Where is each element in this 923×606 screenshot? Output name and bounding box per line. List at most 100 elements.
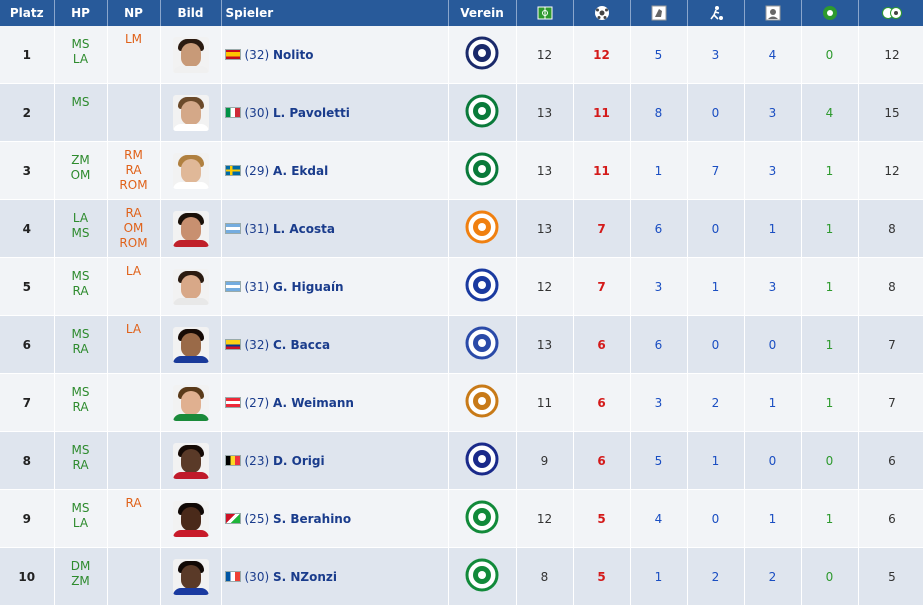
goals-cell: 6	[573, 373, 631, 432]
player-cell: (23) D. Origi	[221, 431, 449, 490]
goals-cell: 6	[573, 315, 631, 374]
goals-cell: 5	[573, 547, 631, 606]
player-name-link[interactable]: A. Weimann	[272, 395, 354, 410]
table-row[interactable]: 8 MS RA (23) D. Origi 9 6 5 1 0 0 6	[0, 431, 923, 490]
club-cell[interactable]	[448, 141, 517, 200]
np-cell	[107, 373, 161, 432]
left-foot-icon	[709, 6, 723, 20]
photo-cell	[160, 141, 222, 200]
header-left-foot[interactable]	[687, 0, 745, 26]
player-avatar[interactable]	[172, 326, 209, 363]
table-row[interactable]: 2 MS (30) L. Pavoletti 13 11 8 0 3 4 15	[0, 83, 923, 142]
header-penalty[interactable]	[801, 0, 859, 26]
player-avatar[interactable]	[172, 94, 209, 131]
player-name-link[interactable]: G. Higuaín	[272, 279, 344, 294]
np-cell: LM	[107, 26, 161, 84]
secondary-position: RA	[125, 206, 142, 220]
header-goals-cell: 0	[744, 431, 802, 490]
player-avatar[interactable]	[172, 384, 209, 421]
secondary-position: LM	[124, 32, 143, 46]
secondary-position: RA	[125, 163, 142, 177]
club-cell[interactable]	[448, 547, 517, 606]
player-avatar[interactable]	[172, 442, 209, 479]
player-name-link[interactable]: L. Acosta	[272, 221, 335, 236]
club-cell[interactable]	[448, 315, 517, 374]
player-name-link[interactable]: C. Bacca	[272, 337, 331, 352]
player-name-link[interactable]: D. Origi	[272, 453, 325, 468]
italy-flag-icon	[224, 106, 241, 118]
belgium-flag-icon	[224, 454, 241, 466]
player-cell: (29) A. Ekdal	[221, 141, 449, 200]
header-goals-cell: 2	[744, 547, 802, 606]
club-cell[interactable]	[448, 199, 517, 258]
right-foot-cell: 8	[630, 83, 688, 142]
photo-cell	[160, 199, 222, 258]
matches-cell: 12	[516, 26, 574, 84]
hp-cell: MS RA	[54, 315, 108, 374]
scorer-points-icon	[882, 7, 902, 19]
colombia-flag-icon	[224, 338, 241, 350]
player-age: (27)	[244, 395, 270, 410]
table-row[interactable]: 1 MS LA LM (32) Nolito 12 12 5 3 4 0 12	[0, 26, 923, 84]
club-cell[interactable]	[448, 83, 517, 142]
player-age: (31)	[244, 221, 270, 236]
table-row[interactable]: 7 MS RA (27) A. Weimann 11 6 3 2 1 1 7	[0, 373, 923, 432]
table-row[interactable]: 10 DM ZM (30) S. NZonzi 8 5 1 2 2 0 5	[0, 547, 923, 606]
header-goals[interactable]	[573, 0, 631, 26]
penalty-cell: 0	[801, 431, 859, 490]
player-avatar[interactable]	[172, 210, 209, 247]
left-foot-cell: 2	[687, 373, 745, 432]
table-header: Platz HP NP Bild Spieler Verein	[0, 0, 923, 26]
club-cell[interactable]	[448, 431, 517, 490]
player-name-link[interactable]: L. Pavoletti	[272, 105, 350, 120]
player-avatar[interactable]	[172, 152, 209, 189]
goals-cell: 7	[573, 199, 631, 258]
player-age: (32)	[244, 47, 270, 62]
header-matches[interactable]	[516, 0, 574, 26]
goals-cell: 11	[573, 141, 631, 200]
np-cell: RM RA ROM	[107, 141, 161, 200]
left-foot-cell: 7	[687, 141, 745, 200]
club-cell[interactable]	[448, 373, 517, 432]
hp-cell: LA MS	[54, 199, 108, 258]
player-avatar[interactable]	[172, 268, 209, 305]
right-foot-cell: 6	[630, 199, 688, 258]
primary-position: ZM	[71, 574, 90, 588]
player-age: (31)	[244, 279, 270, 294]
header-np[interactable]: NP	[107, 0, 161, 26]
club-cell[interactable]	[448, 257, 517, 316]
header-goals-cell: 3	[744, 257, 802, 316]
photo-cell	[160, 373, 222, 432]
header-points[interactable]	[858, 0, 923, 26]
club-cell[interactable]	[448, 26, 517, 84]
header-club[interactable]: Verein	[448, 0, 517, 26]
primary-position: MS	[71, 327, 90, 341]
header-header[interactable]	[744, 0, 802, 26]
dundee-united-crest-icon	[465, 210, 499, 244]
hp-cell: MS RA	[54, 257, 108, 316]
right-foot-cell: 1	[630, 547, 688, 606]
table-row[interactable]: 3 ZM OM RM RA ROM (29) A. Ekdal 13 11 1 7 3…	[0, 141, 923, 200]
player-avatar[interactable]	[172, 36, 209, 73]
photo-cell	[160, 83, 222, 142]
hp-cell: MS	[54, 83, 108, 142]
primary-position: LA	[72, 211, 89, 225]
primary-position: MS	[71, 501, 90, 515]
header-player[interactable]: Spieler	[221, 0, 449, 26]
table-row[interactable]: 4 LA MS RA OM ROM (31) L. Acosta 13 7 6 0 1…	[0, 199, 923, 258]
photo-cell	[160, 547, 222, 606]
header-rank[interactable]: Platz	[0, 0, 55, 26]
player-name-link[interactable]: Nolito	[272, 47, 314, 62]
player-avatar[interactable]	[172, 558, 209, 595]
kilmarnock-crest-icon	[465, 326, 499, 360]
dundee-crest-icon	[465, 36, 499, 70]
player-name-link[interactable]: S. NZonzi	[272, 569, 337, 584]
matches-cell: 11	[516, 373, 574, 432]
player-name-link[interactable]: A. Ekdal	[272, 163, 329, 178]
header-hp[interactable]: HP	[54, 0, 108, 26]
table-row[interactable]: 6 MS RA LA (32) C. Bacca 13 6 6 0 0 1 7	[0, 315, 923, 374]
header-right-foot[interactable]	[630, 0, 688, 26]
penalty-cell: 0	[801, 26, 859, 84]
photo-cell	[160, 431, 222, 490]
table-row[interactable]: 5 MS RA LA (31) G. Higuaín 12 7 3 1 3 1 8	[0, 257, 923, 316]
